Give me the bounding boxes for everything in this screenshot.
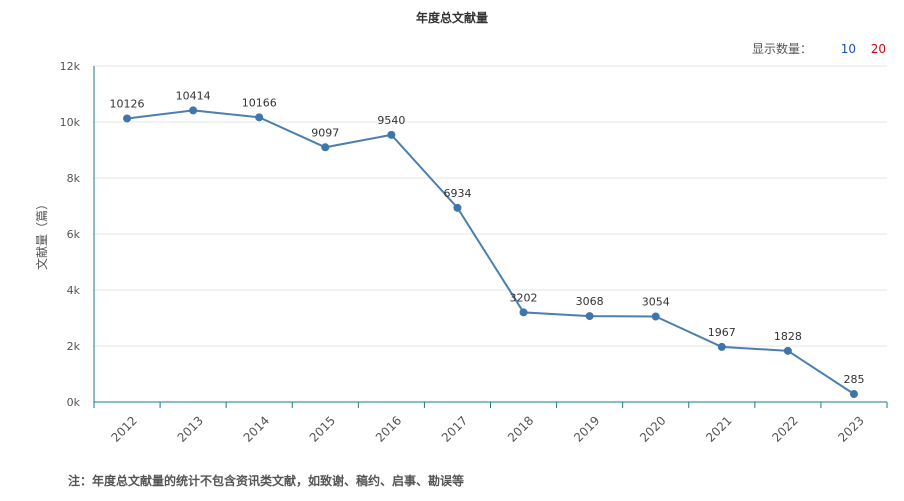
x-tick-label: 2023	[835, 413, 866, 444]
x-tick-label: 2016	[373, 413, 404, 444]
data-label: 10126	[110, 97, 145, 110]
data-point	[717, 342, 726, 351]
x-tick-label: 2018	[505, 413, 536, 444]
data-label: 10414	[176, 89, 211, 102]
data-point	[519, 308, 528, 317]
display-count-label: 显示数量：	[751, 42, 812, 56]
x-tick-label: 2017	[439, 413, 470, 444]
y-tick-label: 6k	[67, 228, 81, 241]
data-label: 9540	[377, 114, 405, 127]
data-point	[387, 130, 396, 139]
data-label: 1828	[774, 330, 802, 343]
x-tick-label: 2014	[241, 413, 272, 444]
x-tick-label: 2013	[175, 413, 206, 444]
display-count-option-20[interactable]: 20	[870, 41, 886, 56]
data-label: 3054	[642, 295, 670, 308]
x-tick-label: 2019	[571, 413, 602, 444]
data-point	[783, 346, 792, 355]
x-tick-label: 2021	[703, 413, 734, 444]
y-tick-label: 10k	[60, 116, 81, 129]
x-tick-label: 2020	[637, 413, 668, 444]
x-tick-label: 2022	[769, 413, 800, 444]
data-label: 3202	[510, 291, 538, 304]
data-label: 6934	[443, 187, 471, 200]
data-point	[585, 312, 594, 321]
display-count-option-10[interactable]: 10	[840, 41, 856, 56]
y-tick-label: 2k	[67, 340, 81, 353]
data-label: 3068	[576, 295, 604, 308]
data-label: 9097	[311, 126, 339, 139]
chart-title: 年度总文献量	[415, 11, 488, 25]
y-tick-label: 8k	[67, 172, 81, 185]
data-point	[651, 312, 660, 321]
y-tick-label: 0k	[67, 396, 81, 409]
data-label: 1967	[708, 326, 736, 339]
data-point	[255, 113, 264, 122]
data-point	[189, 106, 198, 115]
x-tick-label: 2015	[307, 413, 338, 444]
data-point	[123, 114, 132, 123]
y-axis-title: 文献量（篇）	[34, 198, 49, 270]
y-tick-label: 12k	[60, 60, 81, 73]
data-point	[849, 390, 858, 399]
data-label: 285	[843, 373, 864, 386]
y-tick-label: 4k	[67, 284, 81, 297]
data-point	[321, 143, 330, 152]
series-line	[126, 109, 855, 395]
x-tick-label: 2012	[108, 413, 139, 444]
display-count-selector: 显示数量： 10 20	[752, 40, 886, 57]
data-point	[453, 203, 462, 212]
data-label: 10166	[242, 96, 277, 109]
footnote: 注：年度总文献量的统计不包含资讯类文献，如致谢、稿约、启事、勘误等	[68, 474, 465, 488]
